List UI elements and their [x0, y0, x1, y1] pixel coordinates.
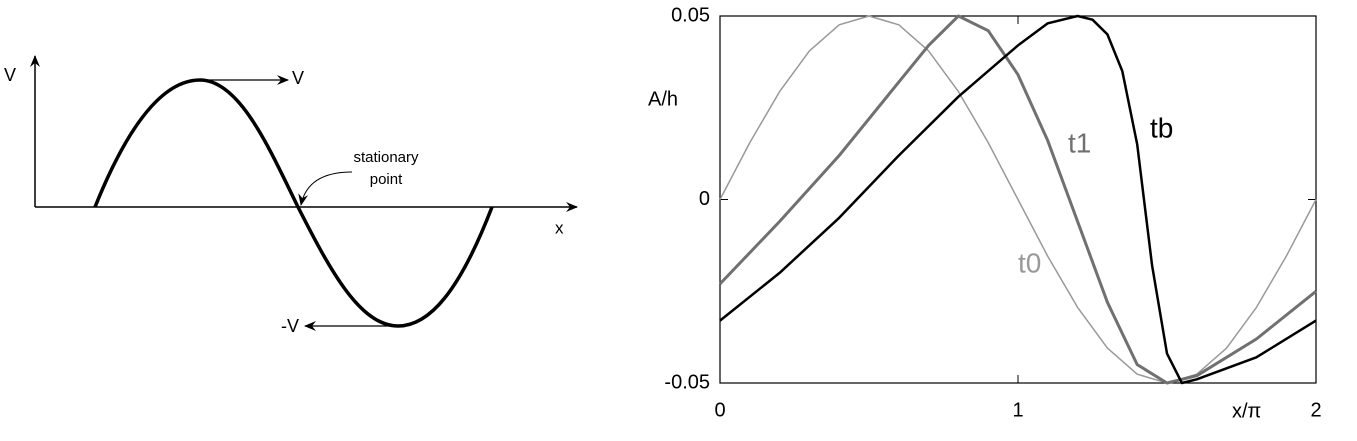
series-line	[719, 14, 1317, 385]
x-tick-label: 2	[1310, 399, 1321, 421]
x-tick-label: 0	[714, 399, 725, 421]
diagram: V V stationary point x -V	[4, 55, 578, 336]
label: -V	[281, 316, 299, 336]
label: stationary	[353, 149, 419, 166]
axis-label: x	[555, 218, 564, 237]
y-axis-label: A/h	[648, 88, 678, 110]
y-tick-label: 0	[699, 188, 710, 210]
series-line	[718, 14, 1317, 385]
y-tick-label: 0.05	[671, 4, 710, 26]
label: V	[292, 68, 304, 88]
axis-label: V	[4, 65, 16, 85]
series-label: t1	[1068, 127, 1091, 158]
y-tick-label: -0.05	[664, 371, 710, 393]
series-label: t0	[1018, 247, 1041, 278]
x-tick-label: 1	[1012, 399, 1023, 421]
pointer-arrow	[298, 171, 353, 206]
wave	[93, 78, 494, 328]
label: point	[370, 171, 403, 188]
series-label: tb	[1150, 112, 1173, 143]
x-axis-label: x/π	[1232, 400, 1261, 422]
series-line	[719, 15, 1317, 384]
